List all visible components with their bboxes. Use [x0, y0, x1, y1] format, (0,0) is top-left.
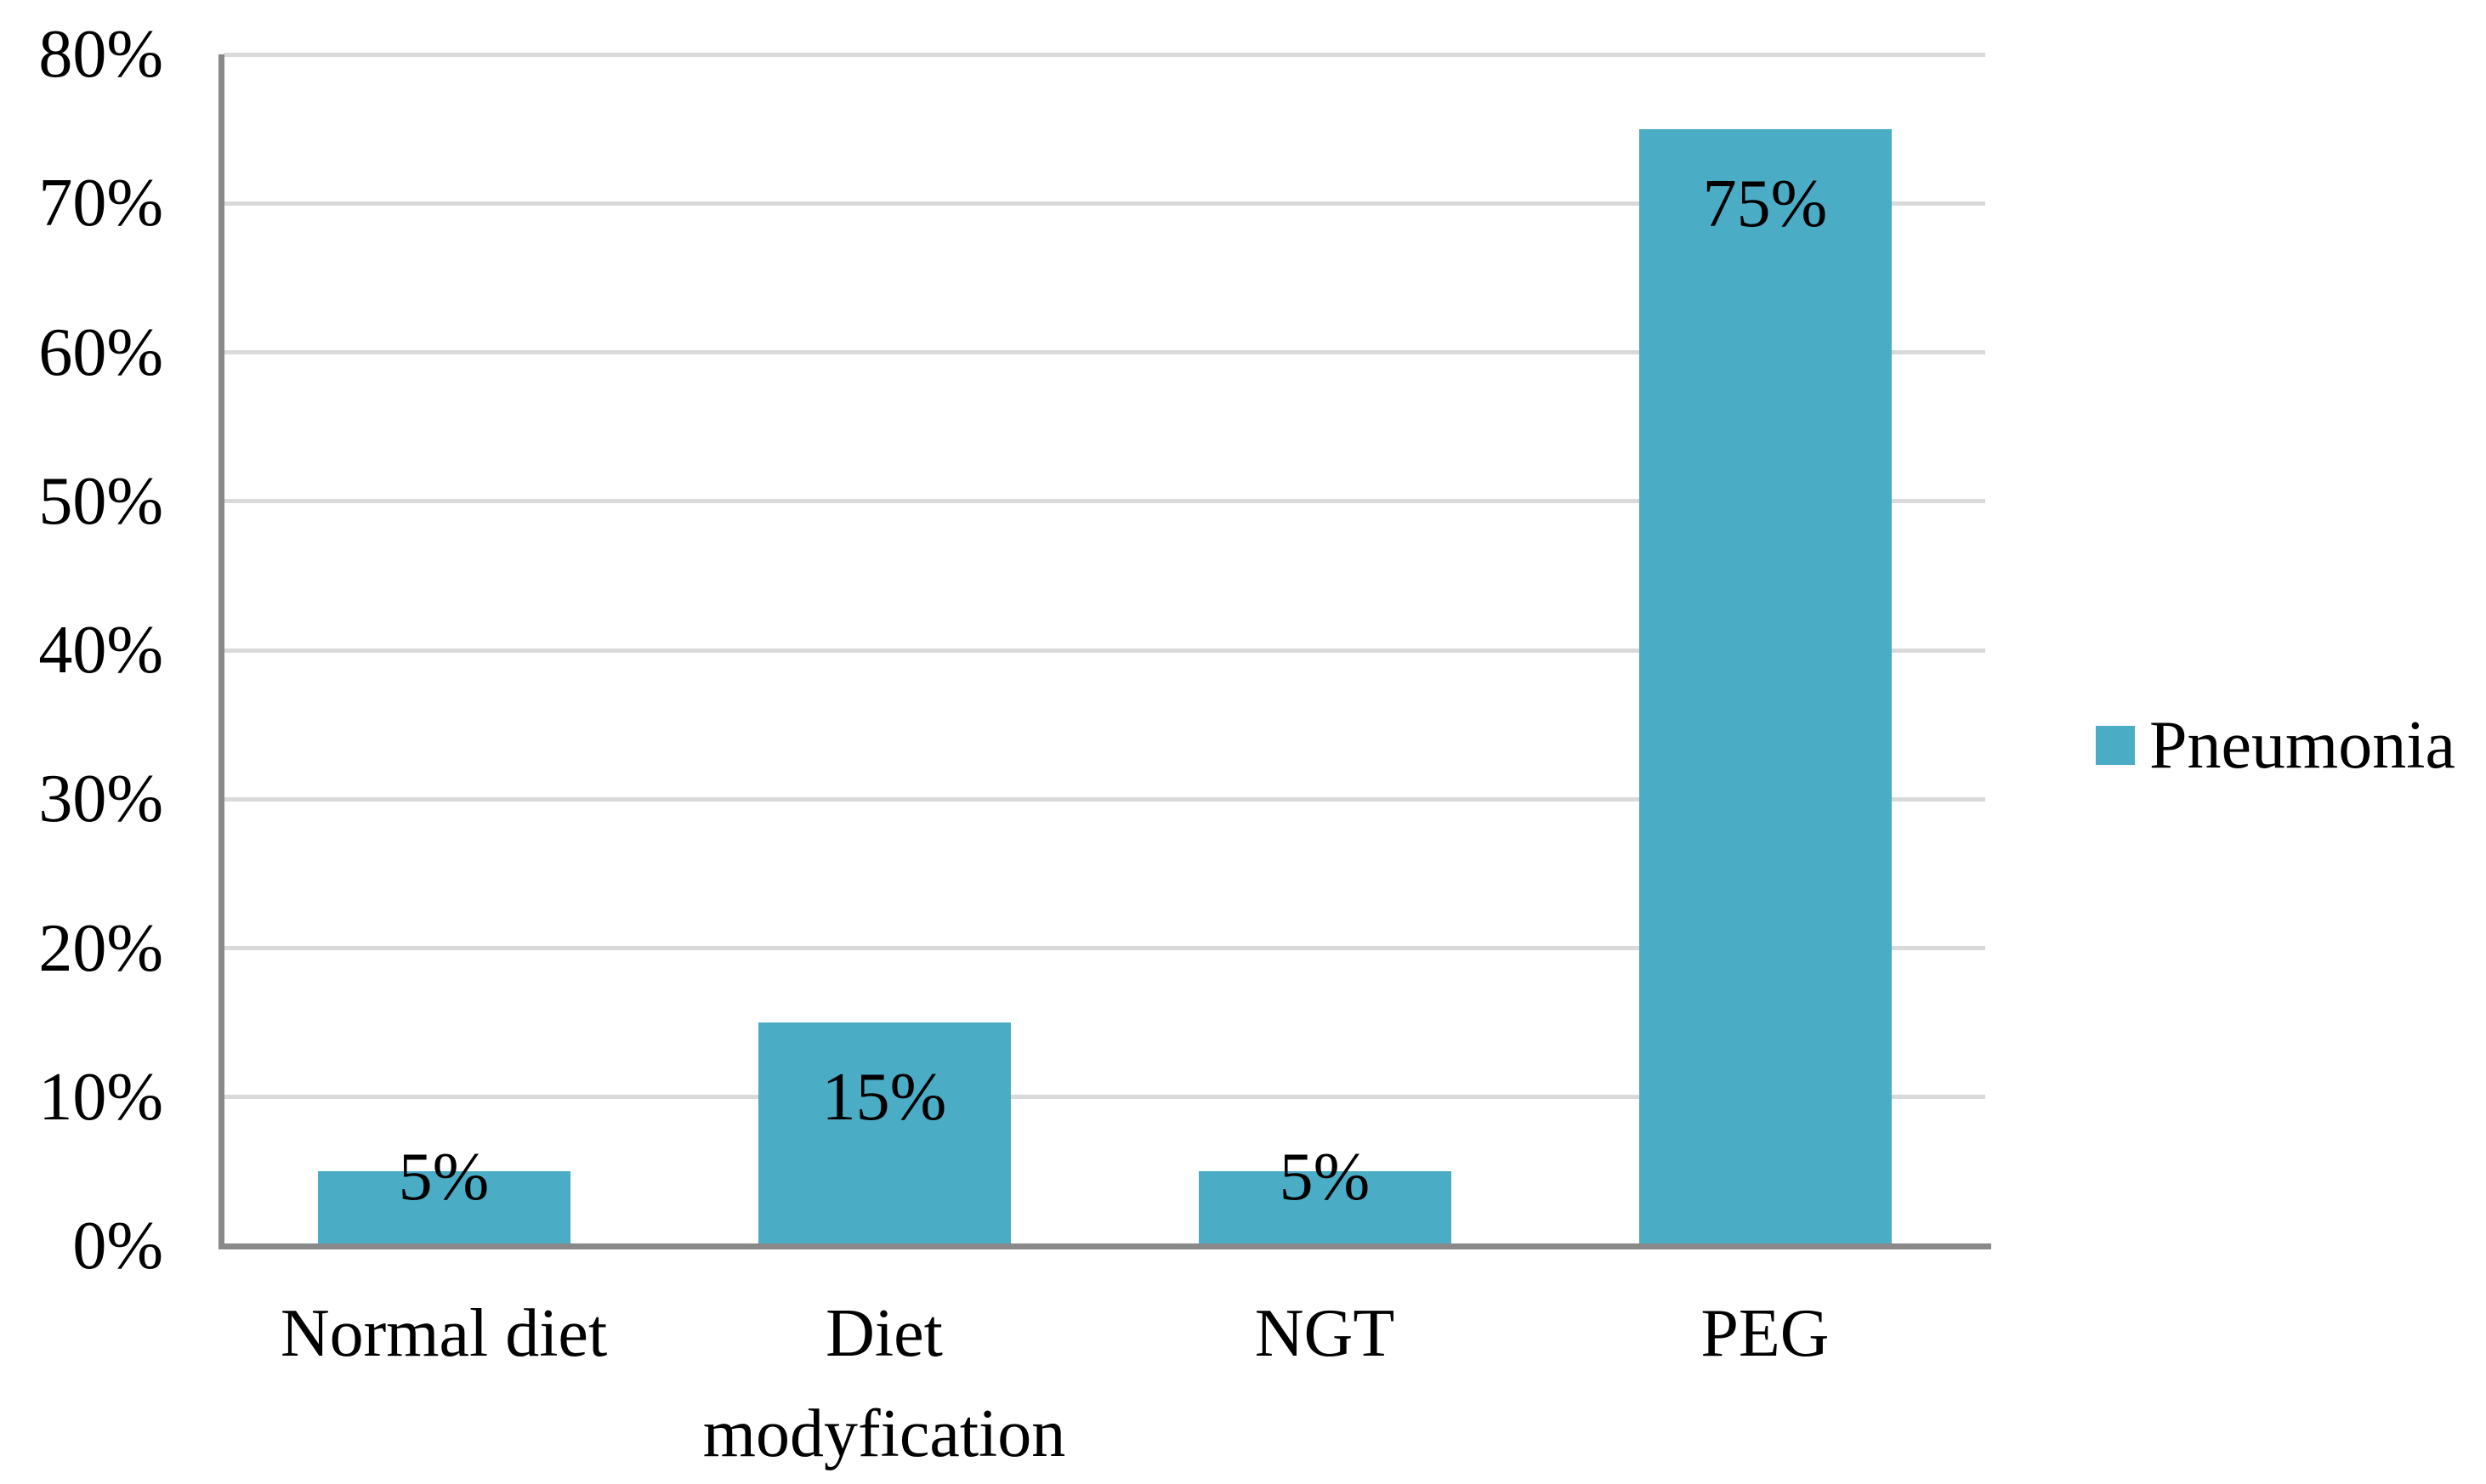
- gridline-50pct: [224, 499, 1985, 504]
- legend: Pneumonia: [2096, 711, 2455, 779]
- x-category-label-ngt: NGT: [1254, 1296, 1395, 1371]
- y-tick-label-40pct: 40%: [38, 613, 163, 688]
- y-tick-label-0pct: 0%: [72, 1209, 163, 1283]
- data-label-normal-diet: 5%: [398, 1140, 490, 1215]
- bar-peg: [1638, 128, 1892, 1243]
- gridline-70pct: [224, 201, 1985, 206]
- gridline-60pct: [224, 350, 1985, 354]
- gridline-80pct: [224, 52, 1985, 57]
- data-label-diet-modyfication: 15%: [821, 1060, 947, 1136]
- legend-swatch: [2096, 726, 2135, 765]
- data-label-ngt: 5%: [1279, 1140, 1371, 1215]
- gridline-30pct: [224, 796, 1985, 801]
- legend-label: Pneumonia: [2149, 708, 2455, 783]
- y-tick-label-80pct: 80%: [38, 17, 163, 92]
- bar-normal-diet: [317, 1171, 570, 1243]
- gridline-40pct: [224, 648, 1985, 653]
- data-label-peg: 75%: [1702, 166, 1828, 241]
- y-tick-label-70pct: 70%: [38, 166, 163, 241]
- bar-diet-modyfication: [758, 1022, 1011, 1243]
- y-tick-label-50pct: 50%: [38, 463, 163, 539]
- y-tick-label-10pct: 10%: [38, 1059, 163, 1135]
- y-tick-label-60pct: 60%: [38, 314, 163, 390]
- x-category-label-diet-modyfication: Diet modyfication: [702, 1296, 1066, 1471]
- x-category-label-peg: PEG: [1700, 1296, 1830, 1371]
- bar-ngt: [1198, 1171, 1451, 1243]
- y-tick-label-30pct: 30%: [38, 762, 163, 837]
- gridline-10pct: [224, 1095, 1985, 1100]
- y-axis-line: [219, 54, 224, 1249]
- x-category-label-normal-diet: Normal diet: [280, 1296, 608, 1371]
- gridline-20pct: [224, 946, 1985, 950]
- y-tick-label-20pct: 20%: [38, 910, 163, 986]
- x-axis-line: [219, 1243, 1991, 1249]
